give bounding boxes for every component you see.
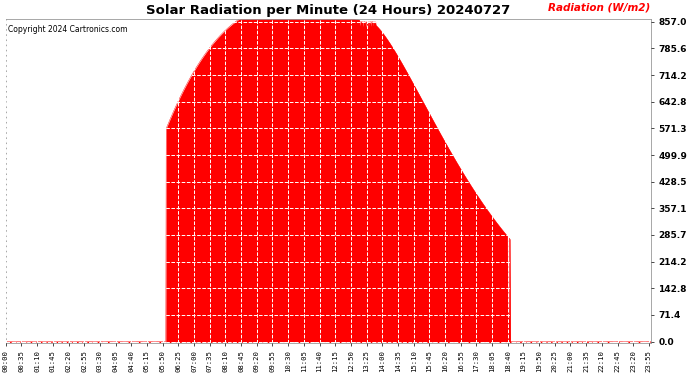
Text: Copyright 2024 Cartronics.com: Copyright 2024 Cartronics.com [8,25,127,34]
Text: Radiation (W/m2): Radiation (W/m2) [549,2,651,12]
Title: Solar Radiation per Minute (24 Hours) 20240727: Solar Radiation per Minute (24 Hours) 20… [146,4,511,17]
